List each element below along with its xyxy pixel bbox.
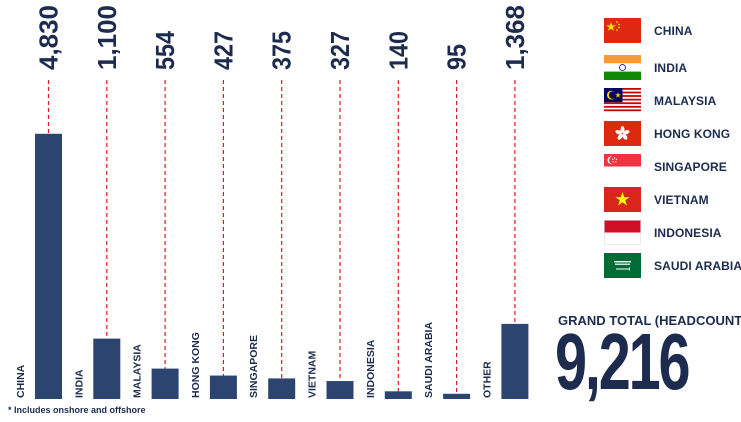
legend-item-china: CHINA bbox=[604, 18, 741, 44]
legend-label: SAUDI ARABIA bbox=[654, 259, 741, 273]
grand-total-value: 9,216 bbox=[555, 317, 691, 406]
india-flag-icon bbox=[604, 55, 641, 80]
value-label-india: 1,100 bbox=[92, 5, 122, 70]
legend-item-india: INDIA bbox=[604, 55, 741, 81]
saudi-arabia-flag-icon bbox=[604, 253, 641, 278]
grand-total-label: GRAND TOTAL (HEADCOUNT) bbox=[558, 313, 741, 328]
bar-indonesia bbox=[384, 391, 412, 399]
legend-item-singapore: SINGAPORE bbox=[604, 154, 741, 180]
bar-china bbox=[35, 133, 62, 399]
legend-label: VIETNAM bbox=[654, 193, 709, 207]
hong-kong-flag-icon bbox=[604, 121, 641, 146]
legend-label: HONG KONG bbox=[654, 127, 731, 141]
indonesia-flag-icon bbox=[604, 220, 641, 245]
legend-item-indonesia: INDONESIA bbox=[604, 220, 741, 246]
value-label-vietnam: 327 bbox=[325, 31, 355, 70]
bar-india bbox=[93, 338, 121, 399]
category-label-indonesia: INDONESIA bbox=[365, 339, 377, 398]
bar-singapore bbox=[268, 378, 296, 399]
china-flag-icon bbox=[604, 18, 641, 43]
value-label-other: 1,368 bbox=[500, 5, 530, 70]
category-label-vietnam: VIETNAM bbox=[307, 350, 319, 398]
bar-saudi-arabia bbox=[443, 393, 471, 399]
value-label-malaysia: 554 bbox=[150, 31, 180, 70]
legend-label: SINGAPORE bbox=[654, 160, 727, 174]
category-label-saudi-arabia: SAUDI ARABIA bbox=[423, 322, 435, 398]
bar-other bbox=[501, 323, 529, 399]
legend-label: MALAYSIA bbox=[654, 94, 717, 108]
category-label-other: OTHER bbox=[481, 361, 493, 398]
category-label-china: CHINA bbox=[15, 364, 27, 398]
legend-item-vietnam: VIETNAM bbox=[604, 187, 741, 213]
malaysia-flag-icon bbox=[604, 88, 641, 113]
category-label-singapore: SINGAPORE bbox=[248, 335, 260, 398]
bar-chart: 4,830 CHINA 1,100 INDIA 554 MALAYSIA 427 HONG K… bbox=[15, 5, 530, 399]
category-label-hong-kong: HONG KONG bbox=[190, 332, 202, 398]
bar-hong-kong bbox=[209, 375, 237, 399]
legend-label: INDONESIA bbox=[654, 226, 722, 240]
legend-item-malaysia: MALAYSIA bbox=[604, 88, 741, 114]
legend-item-hong-kong: HONG KONG bbox=[604, 121, 741, 147]
legend-label: INDIA bbox=[654, 61, 688, 75]
bar-malaysia bbox=[151, 368, 179, 399]
category-label-malaysia: MALAYSIA bbox=[132, 344, 144, 398]
value-label-saudi-arabia: 95 bbox=[442, 44, 472, 70]
category-label-india: INDIA bbox=[73, 369, 85, 398]
value-label-hong-kong: 427 bbox=[208, 31, 238, 70]
legend-item-saudi-arabia: SAUDI ARABIA bbox=[604, 253, 741, 279]
footnote: * Includes onshore and offshore bbox=[8, 405, 146, 415]
vietnam-flag-icon bbox=[604, 187, 641, 212]
value-label-indonesia: 140 bbox=[383, 31, 413, 70]
bar-vietnam bbox=[326, 381, 354, 399]
legend-label: CHINA bbox=[654, 24, 693, 38]
value-label-singapore: 375 bbox=[267, 31, 297, 70]
value-label-china: 4,830 bbox=[34, 5, 64, 70]
singapore-flag-icon bbox=[604, 154, 641, 179]
